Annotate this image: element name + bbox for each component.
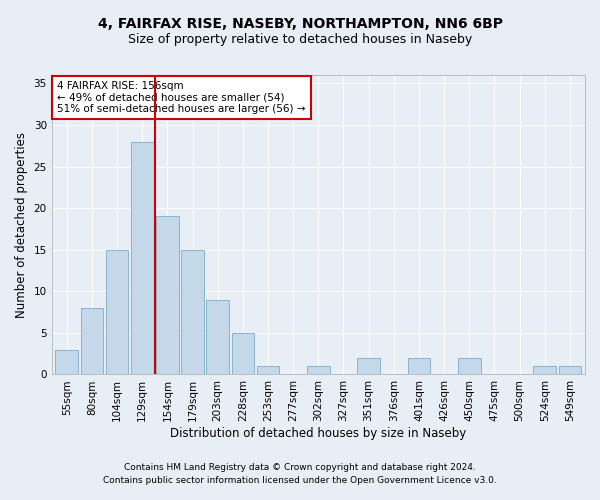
Bar [307, 366, 329, 374]
Bar [232, 333, 254, 374]
X-axis label: Distribution of detached houses by size in Naseby: Distribution of detached houses by size … [170, 427, 466, 440]
Bar [80, 308, 103, 374]
Bar [458, 358, 481, 374]
Bar [106, 250, 128, 374]
Bar [407, 358, 430, 374]
Text: Contains public sector information licensed under the Open Government Licence v3: Contains public sector information licen… [103, 476, 497, 485]
Bar [533, 366, 556, 374]
Bar [156, 216, 179, 374]
Y-axis label: Number of detached properties: Number of detached properties [15, 132, 28, 318]
Text: 4, FAIRFAX RISE, NASEBY, NORTHAMPTON, NN6 6BP: 4, FAIRFAX RISE, NASEBY, NORTHAMPTON, NN… [97, 18, 503, 32]
Text: Size of property relative to detached houses in Naseby: Size of property relative to detached ho… [128, 32, 472, 46]
Text: 4 FAIRFAX RISE: 156sqm
← 49% of detached houses are smaller (54)
51% of semi-det: 4 FAIRFAX RISE: 156sqm ← 49% of detached… [57, 81, 305, 114]
Text: Contains HM Land Registry data © Crown copyright and database right 2024.: Contains HM Land Registry data © Crown c… [124, 464, 476, 472]
Bar [206, 300, 229, 374]
Bar [358, 358, 380, 374]
Bar [131, 142, 154, 374]
Bar [181, 250, 204, 374]
Bar [559, 366, 581, 374]
Bar [257, 366, 280, 374]
Bar [55, 350, 78, 374]
